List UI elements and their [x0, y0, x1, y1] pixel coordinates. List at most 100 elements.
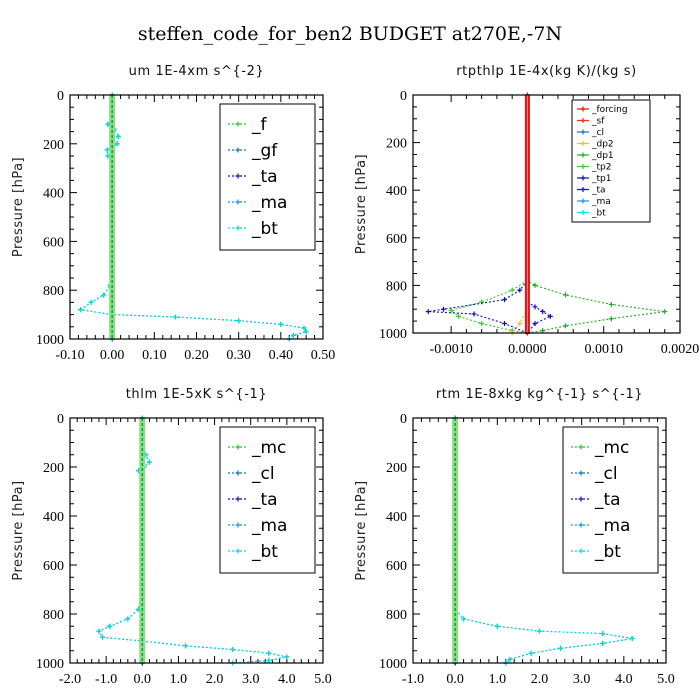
legend-box — [219, 426, 316, 574]
data-point — [284, 654, 290, 660]
panel-1: um 1E-4xm s^{-2} Pressure [hPa] 0 200 400 600… — [11, 64, 335, 363]
data-point — [608, 301, 614, 307]
legend-entry: _sf — [591, 117, 605, 127]
y-tick-label: 400 — [386, 510, 407, 525]
data-point — [563, 292, 569, 298]
legend-entry: _f — [251, 115, 268, 135]
legend-marker — [578, 470, 584, 476]
data-point — [532, 282, 538, 288]
x-tick-label: -1.0 — [95, 672, 117, 687]
legend-entry: _tp1 — [591, 174, 611, 184]
legend-marker — [578, 548, 584, 554]
legend-marker — [580, 164, 586, 169]
panel-3: thlm 1E-5xK s^{-1} Pressure [hPa] 0 200 400 6… — [11, 387, 332, 687]
y-tick-label: 600 — [43, 235, 64, 250]
y-tick-label: 0 — [57, 89, 64, 104]
y-tick-label: 800 — [43, 608, 64, 623]
data-point — [183, 643, 189, 649]
legend-entry: _bt — [251, 542, 278, 562]
data-point — [563, 323, 569, 329]
legend-marker — [578, 496, 584, 502]
data-point — [540, 328, 546, 334]
legend-entry: _dp1 — [591, 151, 614, 161]
legend-entry: _ta — [591, 186, 606, 196]
x-tick-label: 1.0 — [489, 672, 507, 687]
data-point — [425, 309, 431, 315]
plot-frame — [412, 417, 667, 664]
y-tick-label: 1000 — [36, 657, 64, 672]
data-point — [600, 631, 606, 637]
data-point — [600, 640, 606, 646]
data-point — [78, 307, 84, 313]
data-point — [88, 299, 94, 305]
legend-marker — [578, 522, 584, 528]
data-point — [547, 313, 553, 319]
legend-marker — [580, 118, 586, 123]
data-point — [540, 309, 546, 315]
data-point — [479, 320, 485, 326]
legend-marker — [235, 444, 241, 450]
data-point — [502, 320, 508, 326]
data-point — [471, 311, 477, 317]
legend-entry: _bt — [591, 209, 606, 219]
x-tick-label: 2.0 — [531, 672, 549, 687]
legend-marker — [235, 147, 241, 153]
x-tick-label: 5.0 — [314, 672, 332, 687]
y-tick-label: 200 — [43, 461, 64, 476]
data-point — [517, 320, 523, 326]
x-tick-label: 0.0010 — [584, 342, 623, 357]
data-point — [236, 318, 242, 324]
legend-box — [571, 99, 651, 223]
x-tick-label: 4.0 — [615, 672, 633, 687]
y-tick-label: 400 — [43, 510, 64, 525]
x-tick-label: 2.0 — [206, 672, 224, 687]
y-tick-label: 1000 — [379, 657, 407, 672]
y-tick-label: 1000 — [36, 333, 64, 348]
legend-entry: _bt — [251, 219, 278, 239]
legend-entry: _ma — [591, 197, 611, 207]
series-line-dp1 — [526, 95, 665, 334]
y-tick-label: 200 — [43, 138, 64, 153]
data-point — [532, 304, 538, 310]
y-axis-label: Pressure [hPa] — [11, 157, 26, 257]
legend-marker — [580, 175, 586, 181]
legend-entry: _tp2 — [591, 163, 611, 173]
x-tick-label: 0.10 — [142, 348, 167, 363]
legend-box — [562, 426, 659, 574]
data-point — [558, 645, 564, 651]
x-tick-label: -0.10 — [55, 348, 84, 363]
data-point — [172, 314, 178, 320]
panel-4: rtm 1E-8xkg kg^{-1} s^{-1} Pressure [hPa]… — [354, 387, 675, 687]
panel-title: rtm 1E-8xkg kg^{-1} s^{-1} — [436, 387, 643, 402]
y-tick-label: 0 — [57, 412, 64, 427]
data-point — [230, 647, 236, 653]
legend-entry: _cl — [591, 128, 604, 138]
x-tick-label: 0.30 — [226, 348, 251, 363]
y-tick-label: 600 — [386, 232, 407, 247]
data-point — [290, 332, 296, 338]
x-tick-label: 0.40 — [269, 348, 294, 363]
x-tick-label: -1.0 — [402, 672, 424, 687]
y-axis-label: Pressure [hPa] — [11, 480, 26, 580]
legend-entry: _ta — [251, 490, 278, 510]
plot-frame — [69, 417, 324, 664]
data-point — [461, 616, 467, 622]
data-point — [101, 292, 107, 298]
x-tick-label: 0.0 — [134, 672, 152, 687]
y-tick-label: 400 — [386, 184, 407, 199]
x-tick-label: 0.20 — [184, 348, 209, 363]
y-tick-label: 600 — [386, 559, 407, 574]
y-tick-label: 800 — [386, 279, 407, 294]
y-tick-label: 800 — [386, 608, 407, 623]
legend-marker — [580, 129, 586, 135]
x-tick-label: -2.0 — [59, 672, 81, 687]
y-tick-label: 400 — [43, 187, 64, 202]
legend-marker — [580, 141, 586, 146]
x-tick-label: 3.0 — [242, 672, 260, 687]
y-tick-label: 600 — [43, 559, 64, 574]
legend-marker — [580, 210, 586, 215]
legend-marker — [235, 173, 241, 179]
series-line-tp2 — [449, 280, 528, 334]
y-tick-label: 0 — [400, 89, 407, 104]
data-point — [301, 325, 307, 331]
